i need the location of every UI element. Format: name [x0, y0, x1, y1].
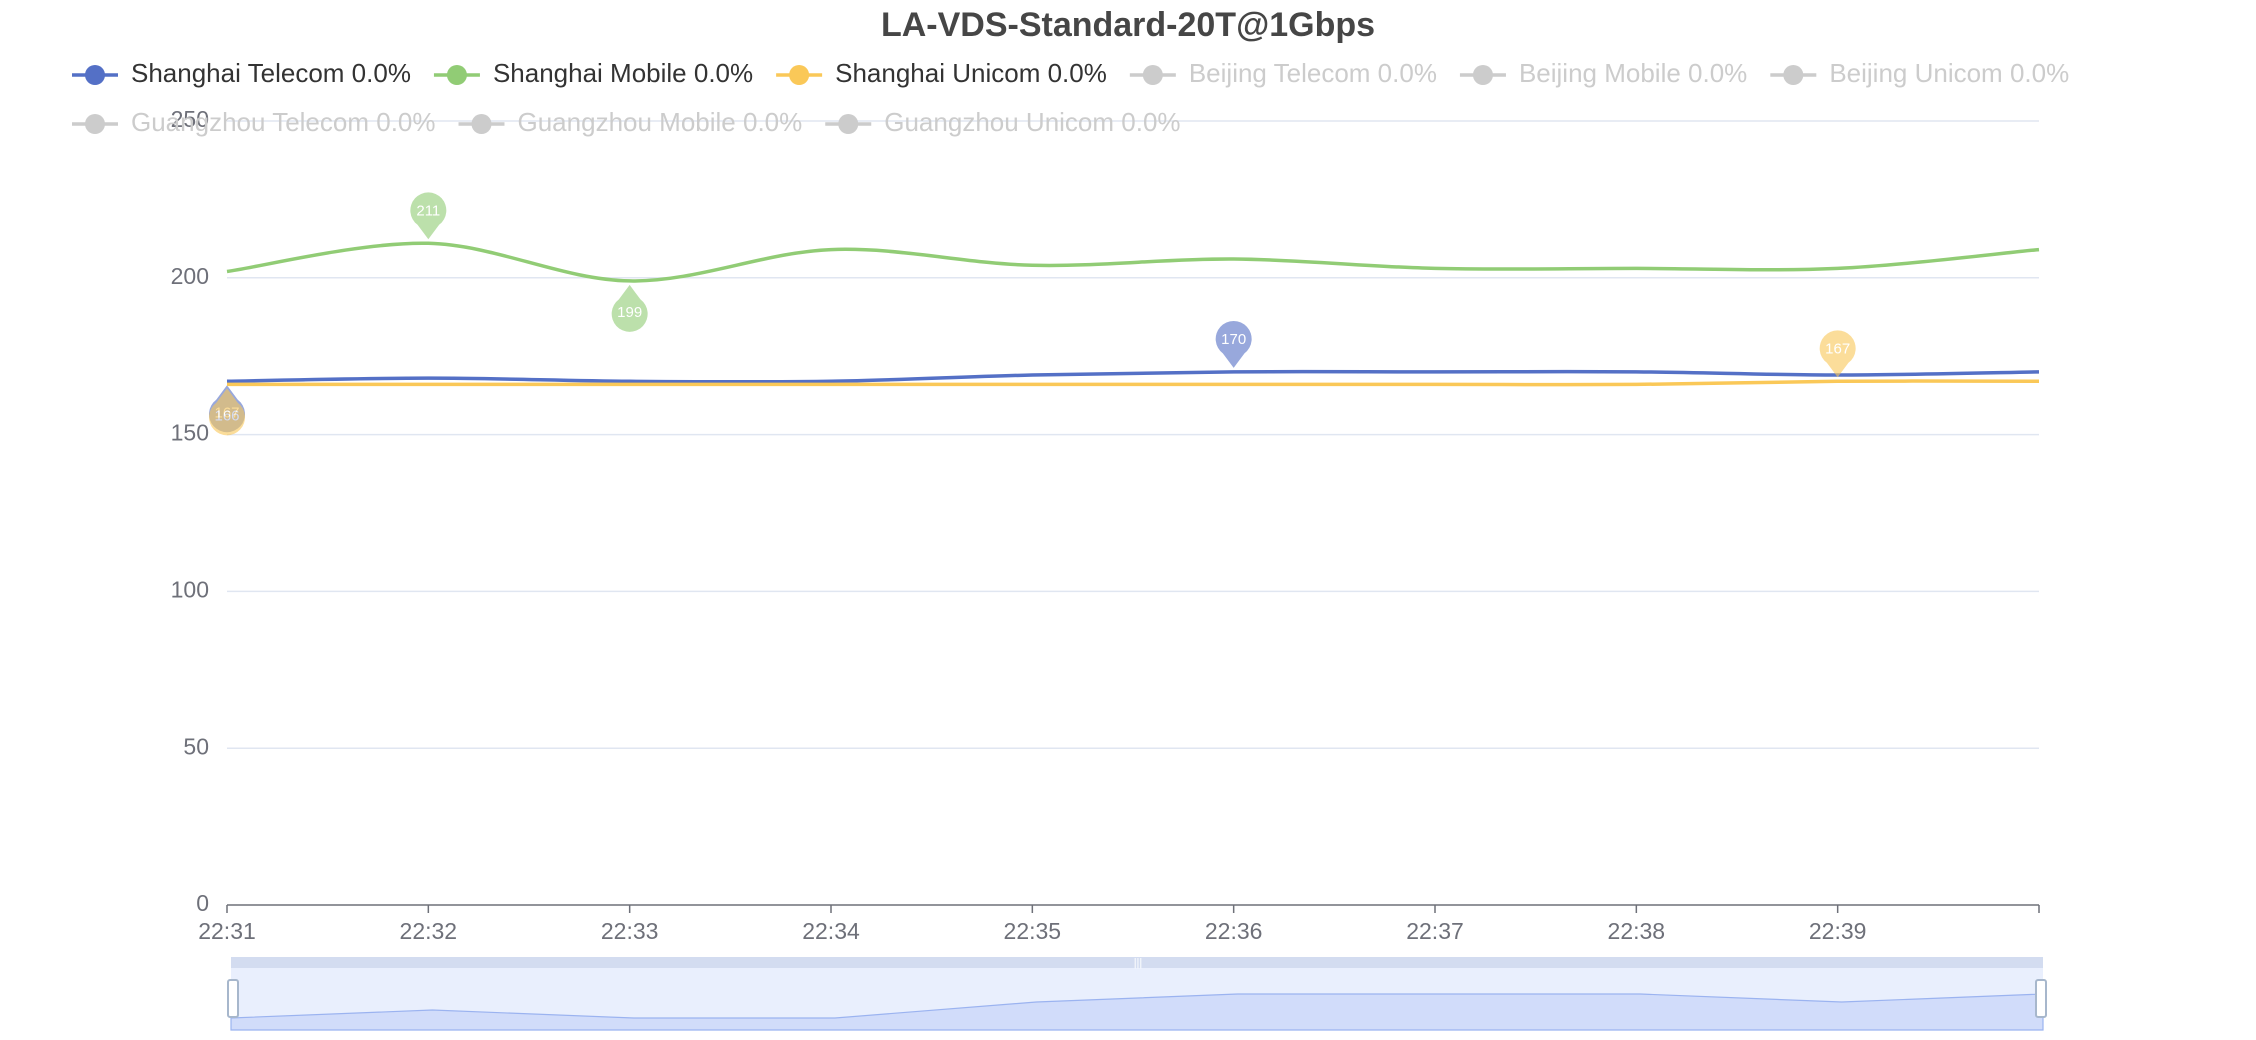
series-line [226, 241, 2040, 283]
legend-item[interactable]: Guangzhou Telecom 0.0% [72, 107, 436, 137]
x-tick-label: 22:38 [1608, 918, 1666, 944]
mark-pin: 166 [208, 388, 245, 436]
legend-label: Shanghai Telecom 0.0% [131, 58, 411, 88]
mark-pin: 199 [611, 284, 648, 332]
legend-marker [1472, 65, 1493, 85]
legend-item[interactable]: Shanghai Mobile 0.0% [433, 58, 753, 88]
y-tick-label: 250 [171, 106, 209, 132]
legend-marker [85, 114, 105, 134]
x-tick-label: 22:31 [198, 918, 256, 944]
legend-marker [446, 65, 467, 85]
legend-item[interactable]: Shanghai Telecom 0.0% [72, 58, 411, 88]
mark-pin-label: 170 [1221, 331, 1246, 348]
mark-pin: 211 [410, 192, 447, 240]
mark-pin-label: 166 [214, 407, 239, 424]
x-tick-label: 22:37 [1406, 918, 1464, 944]
legend-item[interactable]: Beijing Telecom 0.0% [1129, 58, 1437, 88]
legend-label: Guangzhou Mobile 0.0% [518, 107, 803, 137]
legend-label: Shanghai Mobile 0.0% [493, 58, 753, 88]
mark-pin-label: 199 [617, 304, 642, 321]
legend-label: Guangzhou Unicom 0.0% [884, 107, 1180, 137]
y-tick-label: 200 [171, 263, 209, 289]
y-tick-label: 50 [183, 733, 209, 759]
slider-handle-right[interactable] [2035, 979, 2047, 1018]
y-tick-label: 0 [196, 890, 209, 916]
series-line [226, 369, 2040, 384]
y-tick-label: 100 [171, 576, 209, 602]
mark-pin-shape [1215, 320, 1252, 368]
slider-move-bar[interactable] [231, 957, 2043, 968]
legend-marker [471, 114, 492, 134]
legend-marker [1783, 65, 1804, 85]
legend-marker [838, 114, 859, 134]
mark-pin: 167 [1819, 330, 1856, 378]
slider-handle-left[interactable] [227, 979, 239, 1018]
y-tick-label: 150 [171, 420, 209, 446]
legend-marker [85, 65, 105, 85]
mark-pin: 170 [1215, 320, 1252, 368]
legend-item[interactable]: Beijing Unicom 0.0% [1770, 58, 2069, 88]
legend-label: Shanghai Unicom 0.0% [835, 58, 1107, 88]
mark-pin-label: 211 [416, 202, 440, 219]
legend-label: Beijing Mobile 0.0% [1519, 58, 1747, 88]
x-tick-label: 22:33 [601, 918, 659, 944]
x-tick-label: 22:39 [1809, 918, 1867, 944]
mark-pin-shape [1819, 330, 1856, 378]
legend-item[interactable]: Guangzhou Unicom 0.0% [825, 107, 1181, 137]
legend-marker [789, 65, 810, 85]
mark-pin-shape [208, 388, 245, 436]
mark-pin-label: 167 [1825, 340, 1850, 357]
legend-label: Beijing Unicom 0.0% [1829, 58, 2069, 88]
slider-grip: ||| [1134, 957, 1143, 969]
x-tick-label: 22:36 [1205, 918, 1263, 944]
legend-item[interactable]: Shanghai Unicom 0.0% [776, 58, 1107, 88]
mark-pin-shape [410, 192, 447, 240]
legend-marker [1142, 65, 1163, 85]
legend-item[interactable]: Beijing Mobile 0.0% [1459, 58, 1747, 88]
legend-label: Beijing Telecom 0.0% [1189, 58, 1437, 88]
x-tick-label: 22:34 [802, 918, 860, 944]
mark-pin-shape [611, 284, 648, 332]
legend-item[interactable]: Guangzhou Mobile 0.0% [458, 107, 803, 137]
chart-title: LA-VDS-Standard-20T@1Gbps [881, 6, 1375, 44]
x-tick-label: 22:32 [400, 918, 458, 944]
x-tick-label: 22:35 [1004, 918, 1062, 944]
series-line [226, 379, 2040, 387]
legend-label: Guangzhou Telecom 0.0% [131, 107, 436, 137]
